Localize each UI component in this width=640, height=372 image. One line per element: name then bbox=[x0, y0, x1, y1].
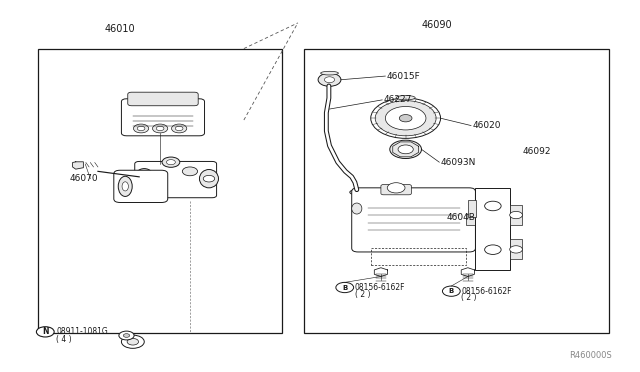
Ellipse shape bbox=[396, 96, 415, 100]
Circle shape bbox=[166, 160, 175, 165]
Ellipse shape bbox=[118, 176, 132, 196]
FancyBboxPatch shape bbox=[135, 161, 216, 198]
Bar bbox=[304, 49, 609, 333]
Text: 46092: 46092 bbox=[523, 147, 552, 156]
Text: 46020: 46020 bbox=[472, 121, 500, 130]
Circle shape bbox=[152, 124, 168, 133]
Circle shape bbox=[509, 246, 522, 253]
FancyBboxPatch shape bbox=[352, 188, 476, 252]
FancyBboxPatch shape bbox=[128, 92, 198, 106]
Text: 46010: 46010 bbox=[105, 24, 136, 34]
Circle shape bbox=[399, 115, 412, 122]
Text: ( 2 ): ( 2 ) bbox=[461, 293, 477, 302]
Circle shape bbox=[324, 77, 335, 83]
Circle shape bbox=[375, 100, 436, 136]
Bar bbox=[510, 239, 522, 259]
Circle shape bbox=[127, 339, 138, 345]
Text: ( 4 ): ( 4 ) bbox=[56, 335, 72, 344]
Circle shape bbox=[36, 327, 54, 337]
Circle shape bbox=[162, 157, 180, 167]
Bar bbox=[38, 49, 282, 333]
Circle shape bbox=[204, 175, 214, 182]
Circle shape bbox=[390, 140, 422, 158]
Text: 46070: 46070 bbox=[69, 174, 98, 183]
FancyBboxPatch shape bbox=[381, 185, 412, 195]
Circle shape bbox=[138, 175, 150, 182]
Text: 46090: 46090 bbox=[422, 20, 452, 30]
Text: R460000S: R460000S bbox=[569, 351, 612, 360]
Circle shape bbox=[484, 245, 501, 254]
Ellipse shape bbox=[321, 71, 339, 75]
Polygon shape bbox=[72, 162, 83, 169]
Ellipse shape bbox=[200, 170, 218, 188]
Text: 46093N: 46093N bbox=[440, 158, 476, 167]
Ellipse shape bbox=[350, 190, 364, 195]
Text: N: N bbox=[42, 327, 49, 336]
Circle shape bbox=[156, 126, 164, 131]
Circle shape bbox=[175, 126, 183, 131]
Text: 08911-1081G: 08911-1081G bbox=[56, 327, 108, 336]
Circle shape bbox=[509, 211, 522, 219]
Text: 46227: 46227 bbox=[383, 95, 412, 105]
Text: 46015F: 46015F bbox=[387, 71, 420, 81]
Circle shape bbox=[119, 331, 134, 340]
Circle shape bbox=[398, 145, 413, 154]
Circle shape bbox=[371, 98, 440, 138]
Circle shape bbox=[387, 183, 405, 193]
Text: 08156-6162F: 08156-6162F bbox=[355, 283, 405, 292]
Bar bbox=[468, 200, 476, 217]
Circle shape bbox=[385, 106, 426, 130]
FancyBboxPatch shape bbox=[114, 170, 168, 202]
Circle shape bbox=[318, 73, 341, 86]
Text: 4604B: 4604B bbox=[447, 213, 476, 222]
Circle shape bbox=[442, 286, 460, 296]
Circle shape bbox=[134, 124, 148, 133]
Circle shape bbox=[172, 124, 187, 133]
Text: 08156-6162F: 08156-6162F bbox=[461, 287, 512, 296]
Ellipse shape bbox=[352, 203, 362, 214]
Circle shape bbox=[182, 167, 198, 176]
Circle shape bbox=[124, 334, 130, 337]
FancyBboxPatch shape bbox=[122, 99, 205, 136]
Bar bbox=[466, 214, 482, 225]
Text: B: B bbox=[449, 288, 454, 294]
Text: B: B bbox=[342, 285, 348, 291]
Circle shape bbox=[336, 282, 354, 293]
Ellipse shape bbox=[122, 182, 129, 191]
Circle shape bbox=[137, 126, 145, 131]
Circle shape bbox=[122, 335, 144, 348]
Circle shape bbox=[484, 201, 501, 211]
Text: ( 2 ): ( 2 ) bbox=[355, 289, 371, 299]
Ellipse shape bbox=[134, 169, 154, 189]
Bar bbox=[510, 205, 522, 225]
Bar bbox=[476, 188, 510, 270]
